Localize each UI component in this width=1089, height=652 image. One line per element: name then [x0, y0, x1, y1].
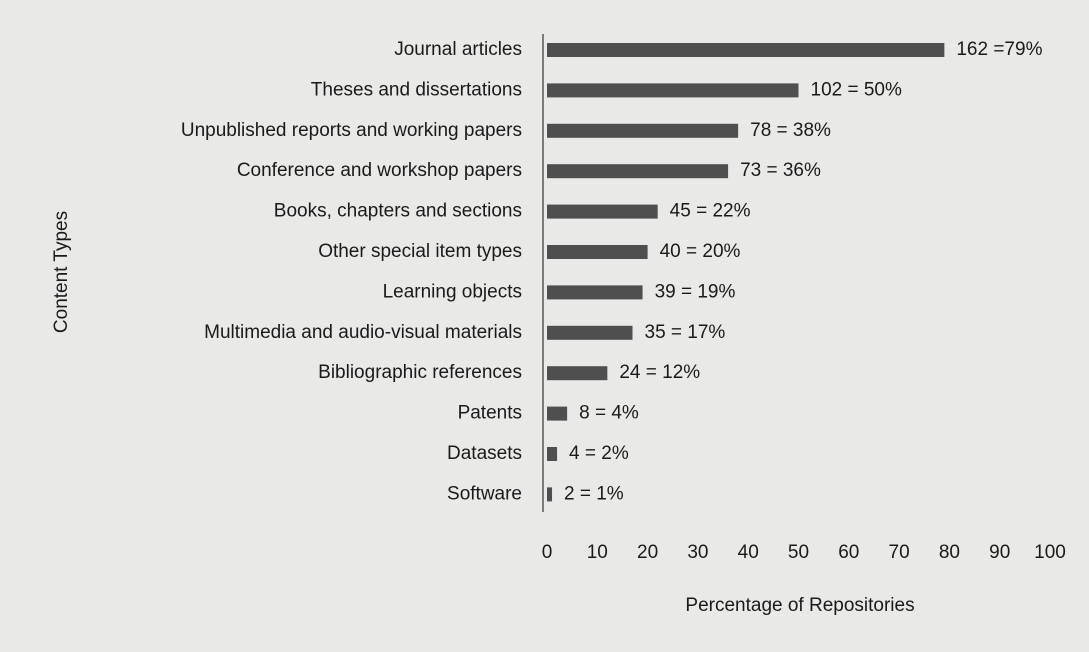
bar: [547, 447, 558, 461]
y-tick-label: Other special item types: [318, 241, 522, 262]
bar: [547, 406, 568, 421]
value-label: 35 = 17%: [645, 322, 726, 343]
x-tick-label: 40: [738, 542, 759, 563]
x-tick-label: 100: [1034, 542, 1066, 563]
y-tick-label: Journal articles: [394, 39, 522, 60]
value-label: 45 = 22%: [670, 201, 751, 222]
bar: [547, 245, 648, 259]
value-label: 39 = 19%: [655, 281, 736, 302]
value-label: 40 = 20%: [660, 241, 741, 262]
y-tick-label: Unpublished reports and working papers: [181, 120, 522, 141]
x-tick-label: 50: [788, 542, 809, 563]
y-tick-label: Software: [447, 483, 522, 504]
y-tick-label: Conference and workshop papers: [237, 160, 522, 181]
value-label: 8 = 4%: [579, 403, 639, 424]
y-tick-label: Bibliographic references: [318, 362, 522, 383]
y-tick-label: Patents: [458, 403, 522, 424]
x-tick-label: 90: [989, 542, 1010, 563]
y-tick-label: Datasets: [447, 443, 522, 464]
bar: [547, 366, 608, 381]
bar: [547, 83, 799, 98]
x-tick-label: 70: [889, 542, 910, 563]
x-tick-label: 0: [542, 542, 553, 563]
bar: [547, 204, 658, 219]
value-label: 2 = 1%: [564, 483, 624, 504]
bar: [547, 43, 945, 57]
x-tick-label: 80: [939, 542, 960, 563]
y-tick-label: Theses and dissertations: [311, 79, 522, 100]
value-label: 102 = 50%: [811, 79, 902, 100]
bar: [547, 123, 739, 138]
y-tick-label: Multimedia and audio-visual materials: [204, 322, 522, 343]
x-axis-label: Percentage of Repositories: [685, 595, 914, 616]
value-label: 78 = 38%: [750, 120, 831, 141]
value-label: 73 = 36%: [740, 160, 821, 181]
x-tick-label: 30: [687, 542, 708, 563]
y-axis-label: Content Types: [51, 211, 72, 333]
x-tick-label: 20: [637, 542, 658, 563]
value-label: 24 = 12%: [619, 362, 700, 383]
value-label: 4 = 2%: [569, 443, 629, 464]
x-tick-label: 10: [587, 542, 608, 563]
y-tick-label: Books, chapters and sections: [274, 201, 522, 222]
x-tick-label: 60: [838, 542, 859, 563]
value-label: 162 =79%: [956, 39, 1042, 60]
bar: [547, 164, 729, 179]
y-tick-label: Learning objects: [383, 281, 522, 302]
bar: [547, 325, 633, 340]
bar: [547, 487, 553, 502]
bar: [547, 285, 643, 300]
